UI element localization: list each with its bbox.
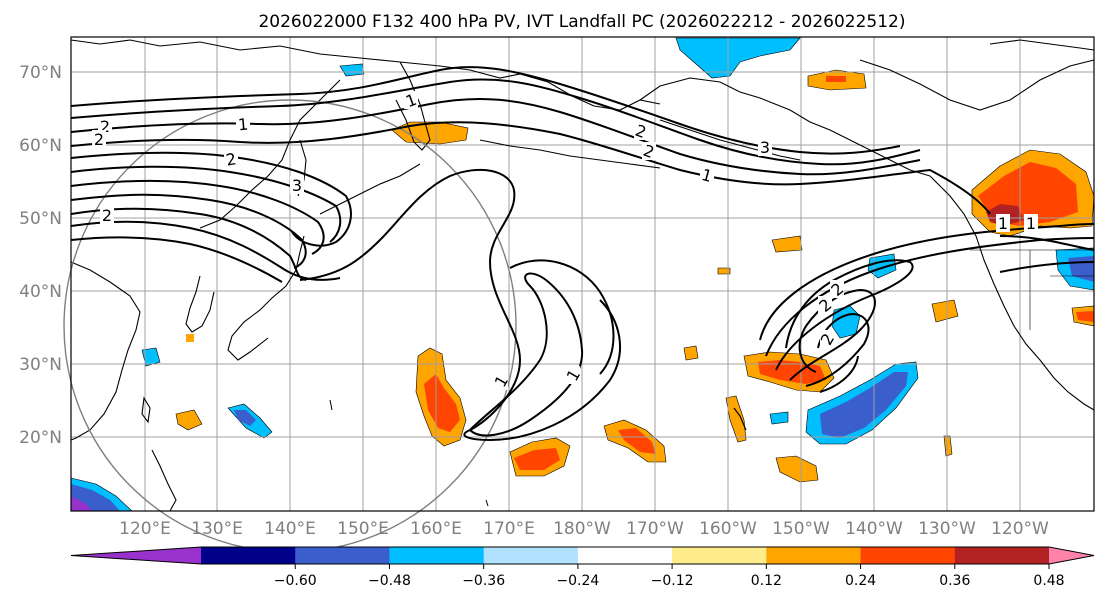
map-title: 2026022000 F132 400 hPa PV, IVT Landfall… xyxy=(258,12,905,32)
contour-label: 2 xyxy=(100,117,110,136)
lon-tick-label: 130°W xyxy=(918,519,976,539)
colorbar-tick-label: −0.60 xyxy=(274,573,317,589)
lat-tick-label: 60°N xyxy=(19,136,62,156)
colorbar-extend-min xyxy=(71,547,201,564)
lat-tick-label: 20°N xyxy=(19,428,62,448)
contour-label: 3 xyxy=(292,176,302,195)
colorbar-segment xyxy=(483,547,579,564)
colorbar-tick-label: −0.48 xyxy=(368,573,411,589)
lon-tick-label: 160°E xyxy=(410,519,462,539)
colorbar-segment xyxy=(766,547,862,564)
colorbar-tick-label: −0.24 xyxy=(556,573,599,589)
contour-label: 1 xyxy=(1026,214,1036,233)
lon-tick-label: 150°W xyxy=(772,519,830,539)
map-panel: 1 1 2 2 2 2 3 1 2 2 3 1 1 1 xyxy=(63,36,1095,553)
colorbar-tick-label: −0.12 xyxy=(651,573,694,589)
pv-patch-arctic xyxy=(675,37,801,79)
lon-tick-label: 130°E xyxy=(191,519,243,539)
lon-tick-label: 160°W xyxy=(699,519,757,539)
colorbar-segment xyxy=(860,547,956,564)
colorbar-outline xyxy=(70,546,1095,565)
colorbar-segment xyxy=(389,547,485,564)
latitude-labels: 70°N 60°N 50°N 40°N 30°N 20°N xyxy=(19,63,62,448)
contour-label: 2 xyxy=(102,206,112,225)
colorbar: −0.60 −0.48 −0.36 −0.24 −0.12 0.12 0.24 0.36 0.4… xyxy=(70,546,1095,589)
lon-tick-label: 140°W xyxy=(845,519,903,539)
colorbar-tick-label: 0.48 xyxy=(1033,573,1064,589)
contour-label: 1 xyxy=(998,214,1008,233)
lat-tick-label: 70°N xyxy=(19,63,62,83)
contour-label: 1 xyxy=(237,115,249,135)
colorbar-segment xyxy=(295,547,390,564)
lon-tick-label: 120°W xyxy=(991,519,1049,539)
colorbar-tick-label: 0.36 xyxy=(939,573,970,589)
contour-label: 2 xyxy=(94,130,104,149)
colorbar-tick-label: 0.24 xyxy=(845,573,876,589)
colorbar-tick-label: −0.36 xyxy=(462,573,505,589)
contour-label: 3 xyxy=(760,138,770,157)
lon-tick-label: 150°E xyxy=(337,519,389,539)
colorbar-tick-label: 0.12 xyxy=(751,573,782,589)
lat-tick-label: 50°N xyxy=(19,209,62,229)
map-frame xyxy=(70,36,1095,512)
colorbar-segment xyxy=(672,547,767,564)
lon-tick-label: 140°E xyxy=(264,519,316,539)
lon-tick-label: 170°E xyxy=(483,519,535,539)
ivt-contours xyxy=(70,66,1095,442)
contour-label: 2 xyxy=(224,149,237,169)
longitude-labels: 120°E 130°E 140°E 150°E 160°E 170°E 180°… xyxy=(119,519,1049,539)
colorbar-segment xyxy=(201,547,296,564)
contour-labels: 1 1 2 2 2 2 3 1 2 2 3 1 1 1 xyxy=(92,90,1038,390)
lon-tick-label: 120°E xyxy=(119,519,171,539)
colorbar-segment xyxy=(577,547,673,564)
colorbar-extend-max xyxy=(1049,547,1094,564)
lat-tick-label: 30°N xyxy=(19,355,62,375)
contour-label: 1 xyxy=(699,165,714,186)
colorbar-segment xyxy=(954,547,1050,564)
lon-tick-label: 180°W xyxy=(553,519,611,539)
lon-tick-label: 170°W xyxy=(626,519,684,539)
lat-tick-label: 40°N xyxy=(19,282,62,302)
